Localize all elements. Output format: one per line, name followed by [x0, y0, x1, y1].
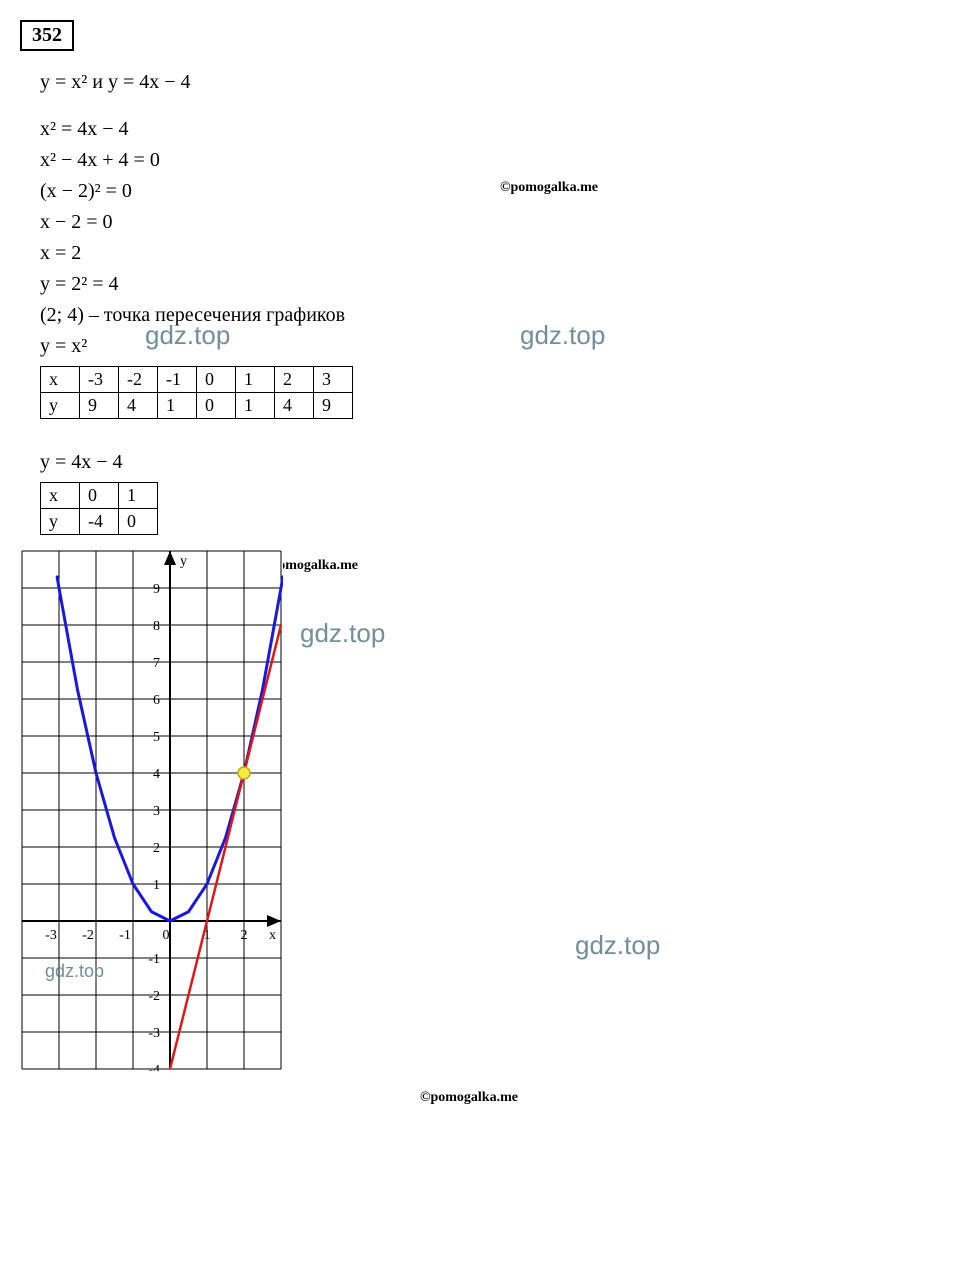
equation-line: y = x² и y = 4x − 4: [40, 71, 940, 94]
chart-graph: yx-4-3-2-1012123456789-1-2-3-4 gdz.top: [20, 549, 940, 1076]
table-cell: 0: [80, 483, 119, 509]
table-cell: 0: [197, 367, 236, 393]
svg-text:2: 2: [153, 841, 160, 856]
svg-text:-1: -1: [119, 928, 131, 943]
equation-line: y = 2² = 4: [40, 273, 940, 296]
table-cell: -4: [80, 509, 119, 535]
watermark-gdz: gdz.top: [45, 961, 104, 982]
table-cell: 0: [197, 393, 236, 419]
table-cell: 2: [275, 367, 314, 393]
svg-text:8: 8: [153, 619, 160, 634]
table-cell: -1: [158, 367, 197, 393]
svg-text:-3: -3: [148, 1026, 160, 1041]
table-cell: -2: [119, 367, 158, 393]
svg-text:y: y: [180, 554, 187, 569]
svg-text:-2: -2: [148, 989, 160, 1004]
equation-line: (x − 2)² = 0: [40, 180, 940, 203]
table-cell: 3: [314, 367, 353, 393]
watermark-gdz: gdz.top: [520, 320, 605, 351]
svg-text:7: 7: [153, 656, 160, 671]
table-row: y -4 0: [41, 509, 158, 535]
table-cell: 1: [119, 483, 158, 509]
chart-svg: yx-4-3-2-1012123456789-1-2-3-4: [20, 549, 283, 1071]
table-cell: 9: [314, 393, 353, 419]
table-parabola: x -3 -2 -1 0 1 2 3 y 9 4 1 0 1 4 9: [40, 366, 353, 419]
table-row: x -3 -2 -1 0 1 2 3: [41, 367, 353, 393]
table-header-y: y: [41, 509, 80, 535]
svg-text:3: 3: [153, 804, 160, 819]
svg-text:-4: -4: [148, 1063, 160, 1071]
table-cell: -3: [80, 367, 119, 393]
equation-line: x² = 4x − 4: [40, 118, 940, 141]
table-cell: 4: [275, 393, 314, 419]
table-header-x: x: [41, 483, 80, 509]
watermark-gdz: gdz.top: [145, 320, 230, 351]
table-header-x: x: [41, 367, 80, 393]
table-cell: 1: [158, 393, 197, 419]
svg-text:-1: -1: [148, 952, 160, 967]
equation-line: x = 2: [40, 242, 940, 265]
svg-text:2: 2: [241, 928, 248, 943]
watermark-pomogalka: ©pomogalka.me: [500, 180, 598, 196]
svg-text:5: 5: [153, 730, 160, 745]
svg-text:-3: -3: [45, 928, 57, 943]
table-cell: 0: [119, 509, 158, 535]
equation-line: x² − 4x + 4 = 0: [40, 149, 940, 172]
table-cell: 1: [236, 367, 275, 393]
page-root: 352 y = x² и y = 4x − 4 x² = 4x − 4 x² −…: [20, 20, 940, 1076]
table-cell: 1: [236, 393, 275, 419]
table-row: y 9 4 1 0 1 4 9: [41, 393, 353, 419]
equation-line: y = 4x − 4: [40, 451, 940, 474]
svg-text:6: 6: [153, 693, 160, 708]
svg-text:4: 4: [153, 767, 160, 782]
svg-text:-2: -2: [82, 928, 94, 943]
svg-text:x: x: [269, 928, 276, 943]
table-cell: 4: [119, 393, 158, 419]
svg-text:0: 0: [163, 928, 170, 943]
svg-text:9: 9: [153, 582, 160, 597]
watermark-pomogalka: ©pomogalka.me: [420, 1090, 518, 1106]
equation-line: x − 2 = 0: [40, 211, 940, 234]
table-cell: 9: [80, 393, 119, 419]
table-header-y: y: [41, 393, 80, 419]
table-row: x 0 1: [41, 483, 158, 509]
problem-number: 352: [32, 24, 62, 46]
table-line: x 0 1 y -4 0: [40, 482, 158, 535]
problem-number-box: 352: [20, 20, 74, 51]
svg-text:1: 1: [153, 878, 160, 893]
